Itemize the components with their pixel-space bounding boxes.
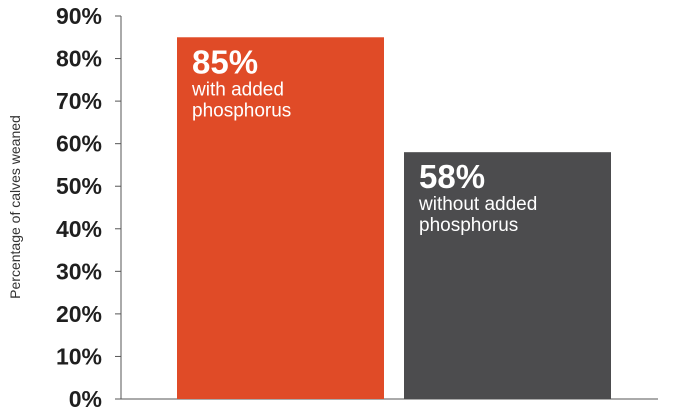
y-axis: 0% 10% 20% 30% 40% 50% 60% 70% 80% 90% (56, 3, 658, 412)
y-tick-label: 10% (56, 343, 102, 369)
y-tick-label: 20% (56, 301, 102, 327)
y-tick-label: 50% (56, 173, 102, 199)
y-tick-label: 40% (56, 216, 102, 242)
bar-category-label: without added (418, 194, 537, 215)
bar (404, 152, 611, 399)
bar-category-label: phosphorus (419, 215, 518, 236)
bar-category-label: phosphorus (192, 100, 291, 121)
y-tick-label: 30% (56, 258, 102, 284)
y-axis-title: Percentage of calves weaned (7, 115, 23, 299)
y-tick-label: 90% (56, 3, 102, 29)
bar (177, 37, 384, 400)
y-tick-label: 80% (56, 46, 102, 72)
bar-value-label: 58% (419, 158, 485, 195)
y-tick-label: 60% (56, 131, 102, 157)
bar-value-label: 85% (192, 43, 258, 80)
bar-category-label: with added (191, 79, 284, 100)
y-tick-label: 0% (69, 386, 102, 412)
y-tick-label: 70% (56, 88, 102, 114)
